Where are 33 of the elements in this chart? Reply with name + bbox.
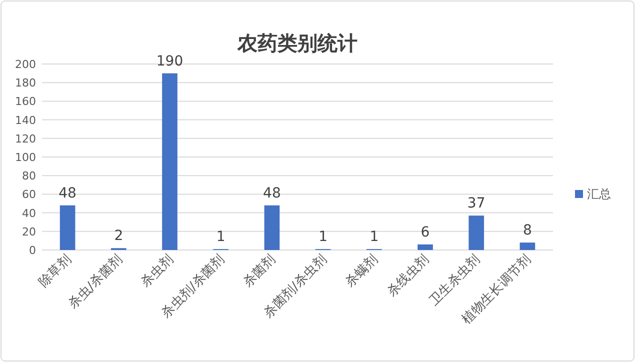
data-label: 190: [156, 53, 184, 70]
chart-title: 农药类别统计: [236, 31, 358, 55]
bar: [162, 73, 178, 250]
x-tick-label: 除草剂: [35, 252, 74, 290]
y-tick-label: 100: [15, 151, 36, 164]
y-tick-label: 120: [15, 132, 36, 146]
y-tick-label: 20: [22, 225, 36, 238]
data-label: 37: [467, 196, 486, 212]
bar: [418, 244, 433, 250]
data-label: 1: [318, 229, 328, 246]
y-tick-label: 200: [15, 58, 36, 71]
bar: [264, 205, 280, 250]
x-tick-label: 杀菌剂: [240, 252, 279, 290]
y-tick-label: 60: [22, 188, 36, 202]
y-tick-label: 160: [15, 95, 36, 108]
data-label: 1: [216, 229, 226, 246]
bar: [60, 205, 76, 250]
data-label: 48: [263, 185, 281, 202]
legend-label: 汇总: [587, 187, 611, 201]
y-tick-label: 0: [29, 244, 36, 257]
data-label: 2: [114, 228, 124, 244]
y-tick-label: 180: [15, 76, 36, 90]
x-tick-label: 杀螨剂: [342, 252, 381, 290]
y-tick-label: 40: [22, 206, 36, 220]
bar: [520, 242, 536, 250]
y-tick-label: 80: [22, 170, 36, 183]
y-tick-label: 140: [15, 114, 36, 127]
data-label: 48: [58, 185, 76, 202]
data-label: 6: [420, 224, 430, 240]
data-label: 1: [370, 229, 379, 246]
bar: [468, 216, 484, 250]
x-tick-label: 杀虫剂: [138, 252, 177, 290]
data-label: 8: [522, 222, 532, 239]
